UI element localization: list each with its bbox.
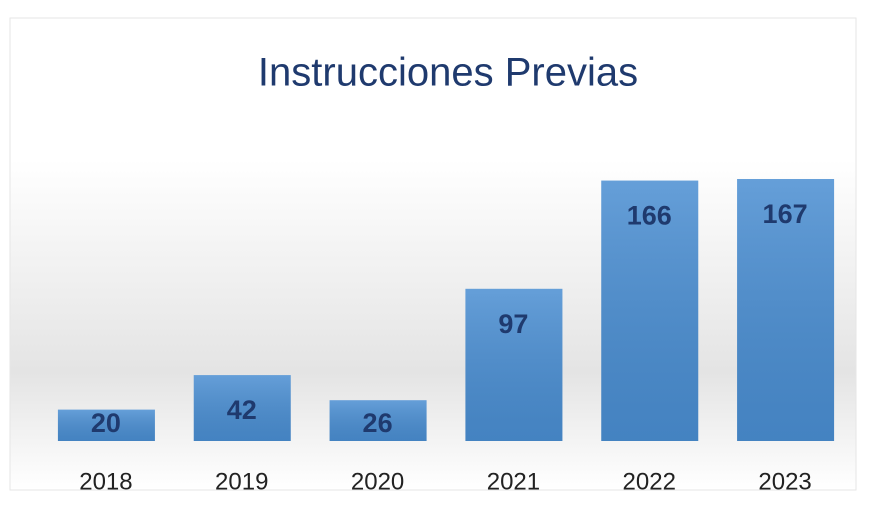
x-tick-label: 2019 xyxy=(215,468,268,495)
x-tick-label: 2020 xyxy=(351,468,404,495)
bar-shade xyxy=(329,400,427,441)
bar-shade xyxy=(465,288,563,441)
bar-shade xyxy=(57,409,155,441)
bar-shade xyxy=(193,375,291,441)
x-tick-label: 2023 xyxy=(758,468,811,495)
x-tick-label: 2022 xyxy=(623,468,676,495)
data-label: 42 xyxy=(227,395,257,425)
x-tick-label: 2018 xyxy=(79,468,132,495)
data-label: 167 xyxy=(763,199,808,229)
data-label: 20 xyxy=(91,408,121,438)
bar-shade xyxy=(737,179,835,441)
data-label: 97 xyxy=(498,309,528,339)
bar-shade xyxy=(601,180,699,442)
data-label: 166 xyxy=(627,201,672,231)
x-tick-label: 2021 xyxy=(487,468,540,495)
data-label: 26 xyxy=(363,408,393,438)
chart-title: Instrucciones Previas xyxy=(258,51,638,95)
